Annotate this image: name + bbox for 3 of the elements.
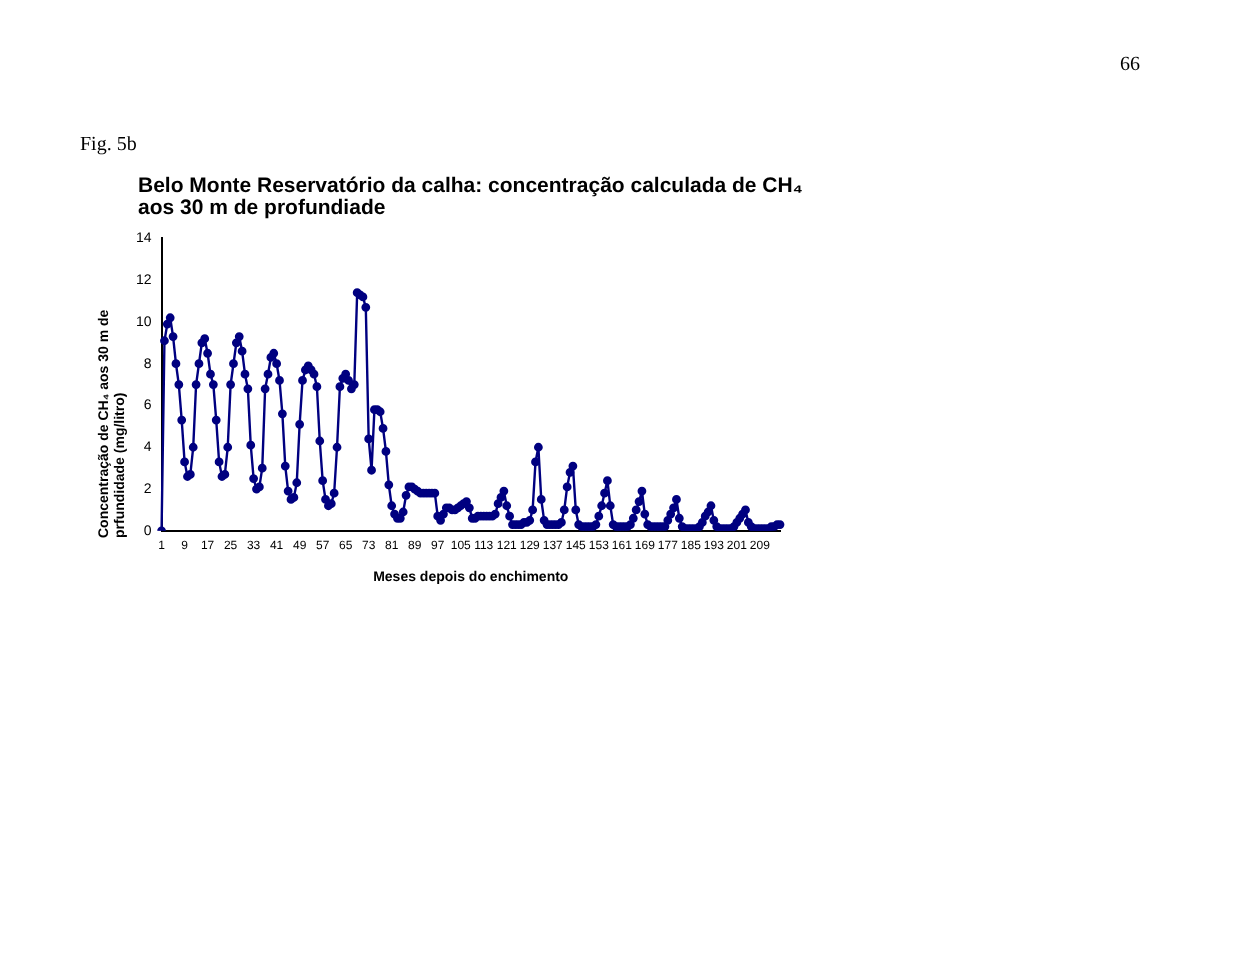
caption: Fig. 5b: [80, 134, 137, 156]
text: 66: [1120, 54, 1140, 76]
chart-title: Belo Monte Reservatório da calha: concentração calculada de CH₄ aos 30 m de profundiade: [138, 174, 805, 220]
